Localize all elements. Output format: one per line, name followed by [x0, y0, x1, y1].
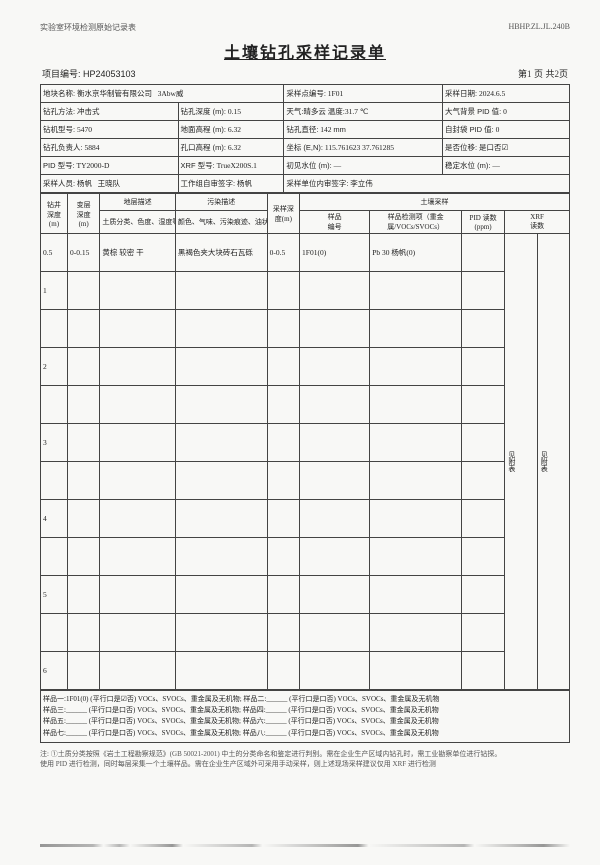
header-table: 地块名称: 衡水京华制管有限公司 3Abw威 采样点编号: 1F01 采样日期:…: [40, 84, 570, 193]
samples-table: 样品一:1F01(0) (平行口是☑否) VOCs、SVOCs、重金属及无机物;…: [40, 690, 570, 743]
table-row: 4: [41, 500, 570, 538]
table-row: [41, 386, 570, 424]
table-row: [41, 614, 570, 652]
page-counter: 第1 页 共2页: [518, 67, 568, 80]
table-row: [41, 462, 570, 500]
table-row: [41, 538, 570, 576]
table-row: 5: [41, 576, 570, 614]
table-row: 1: [41, 272, 570, 310]
main-table: 钻井深度(m) 变层深度(m) 地层描述 污染描述 采样深度(m) 土壤采样 土…: [40, 193, 570, 690]
doc-category: 实验室环境检测原始记录表: [40, 22, 136, 33]
table-row: [41, 310, 570, 348]
doc-code: HBHP.ZL.JL.240B: [508, 22, 570, 33]
table-row: 3: [41, 424, 570, 462]
project-number: 项目编号: HP24053103: [42, 67, 136, 80]
table-row: 0.50-0.15黄棕 较密 干黑褐色夹大块砖石瓦砾0-0.51F01(0)Pb…: [41, 234, 570, 272]
table-row: 6: [41, 652, 570, 690]
footer-notes: 注: ①土质分类按照《岩土工程勘察规范》(GB 50021-2001) 中土的分…: [40, 749, 570, 770]
page-title: 土壤钻孔采样记录单: [40, 39, 570, 63]
table-row: 2: [41, 348, 570, 386]
scan-artifact: [40, 844, 570, 847]
